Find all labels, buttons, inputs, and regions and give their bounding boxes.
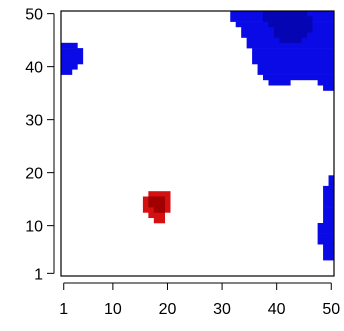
heatmap-cell-row bbox=[323, 201, 335, 208]
heatmap-region-low bbox=[317, 175, 335, 261]
heatmap-cell-row bbox=[317, 223, 335, 229]
heatmap-cell-row bbox=[328, 180, 335, 187]
heatmap-cell-row bbox=[153, 217, 166, 224]
y-tick-label: 1 bbox=[34, 266, 43, 283]
y-tick-label: 40 bbox=[25, 60, 43, 77]
heatmap-cell-row bbox=[323, 185, 335, 192]
heatmap-cell-row bbox=[323, 254, 335, 261]
heatmap-region-high-core bbox=[148, 196, 166, 213]
heatmap-cell-row bbox=[323, 212, 335, 218]
heatmap-cell-row bbox=[252, 58, 335, 65]
heatmap-cell-row bbox=[148, 212, 166, 218]
heatmap-cell-row bbox=[61, 64, 78, 70]
x-tick-label: 40 bbox=[268, 301, 286, 318]
y-tick-label: 20 bbox=[25, 166, 43, 183]
heatmap-cell-row bbox=[317, 233, 335, 240]
x-tick-label: 1 bbox=[59, 301, 68, 318]
heatmap-cell-row bbox=[317, 238, 335, 245]
heatmap-cell-row bbox=[317, 228, 335, 234]
heatmap-cell-row bbox=[252, 48, 335, 54]
plot-frame bbox=[60, 10, 335, 277]
heatmap-cell-row bbox=[328, 175, 335, 181]
heatmap-cell-row bbox=[323, 217, 335, 224]
heatmap-cell-row bbox=[323, 244, 335, 250]
heatmap-cell-row bbox=[61, 53, 84, 59]
heatmap-cell-row bbox=[263, 16, 313, 22]
heatmap-region-low bbox=[61, 42, 84, 75]
heatmap-cell-row bbox=[317, 79, 335, 86]
heatmap-cell-row bbox=[61, 42, 78, 49]
x-tick-label: 10 bbox=[104, 301, 122, 318]
heatmap-cell-row bbox=[279, 37, 302, 44]
y-tick-label: 10 bbox=[25, 219, 43, 236]
heatmap-cell-row bbox=[257, 64, 335, 70]
x-axis: 1 10 20 30 40 50 bbox=[59, 282, 340, 318]
heatmap-cell-row bbox=[323, 196, 335, 203]
heatmap-cell-row bbox=[263, 11, 307, 17]
y-tick-label: 30 bbox=[25, 113, 43, 130]
x-tick-label: 20 bbox=[159, 301, 177, 318]
heatmap-cell-row bbox=[323, 249, 335, 256]
y-tick-label: 50 bbox=[25, 7, 43, 24]
y-axis: 1 10 20 30 40 50 bbox=[25, 7, 55, 283]
heatmap-cell-row bbox=[148, 196, 166, 203]
heatmap-cell-row bbox=[268, 21, 313, 28]
heatmap-cell-row bbox=[148, 191, 171, 197]
heatmap-cell-row bbox=[257, 69, 335, 75]
heatmap-cell-row bbox=[323, 191, 335, 197]
heatmap-cell-row bbox=[263, 74, 335, 81]
heatmap-cell-row bbox=[273, 26, 313, 33]
x-tick-label: 50 bbox=[322, 301, 340, 318]
x-tick-label: 30 bbox=[213, 301, 231, 318]
heatmap-cell-row bbox=[246, 42, 335, 49]
heatmap-cell-row bbox=[61, 58, 84, 65]
heatmap-region-low-core bbox=[263, 11, 313, 44]
heatmap-cell-row bbox=[61, 69, 73, 75]
heatmap-cell-row bbox=[61, 48, 84, 54]
heatmap-cell-row bbox=[153, 207, 166, 213]
heatmap-cell-row bbox=[252, 53, 335, 59]
heatmap-cell-row bbox=[323, 207, 335, 213]
heatmap-cells bbox=[61, 11, 335, 276]
heatmap-cell-row bbox=[323, 85, 335, 91]
heatmap-cell-row bbox=[273, 32, 307, 38]
heatmap-cell-row bbox=[148, 201, 166, 208]
heatmap-cell-row bbox=[268, 79, 291, 86]
